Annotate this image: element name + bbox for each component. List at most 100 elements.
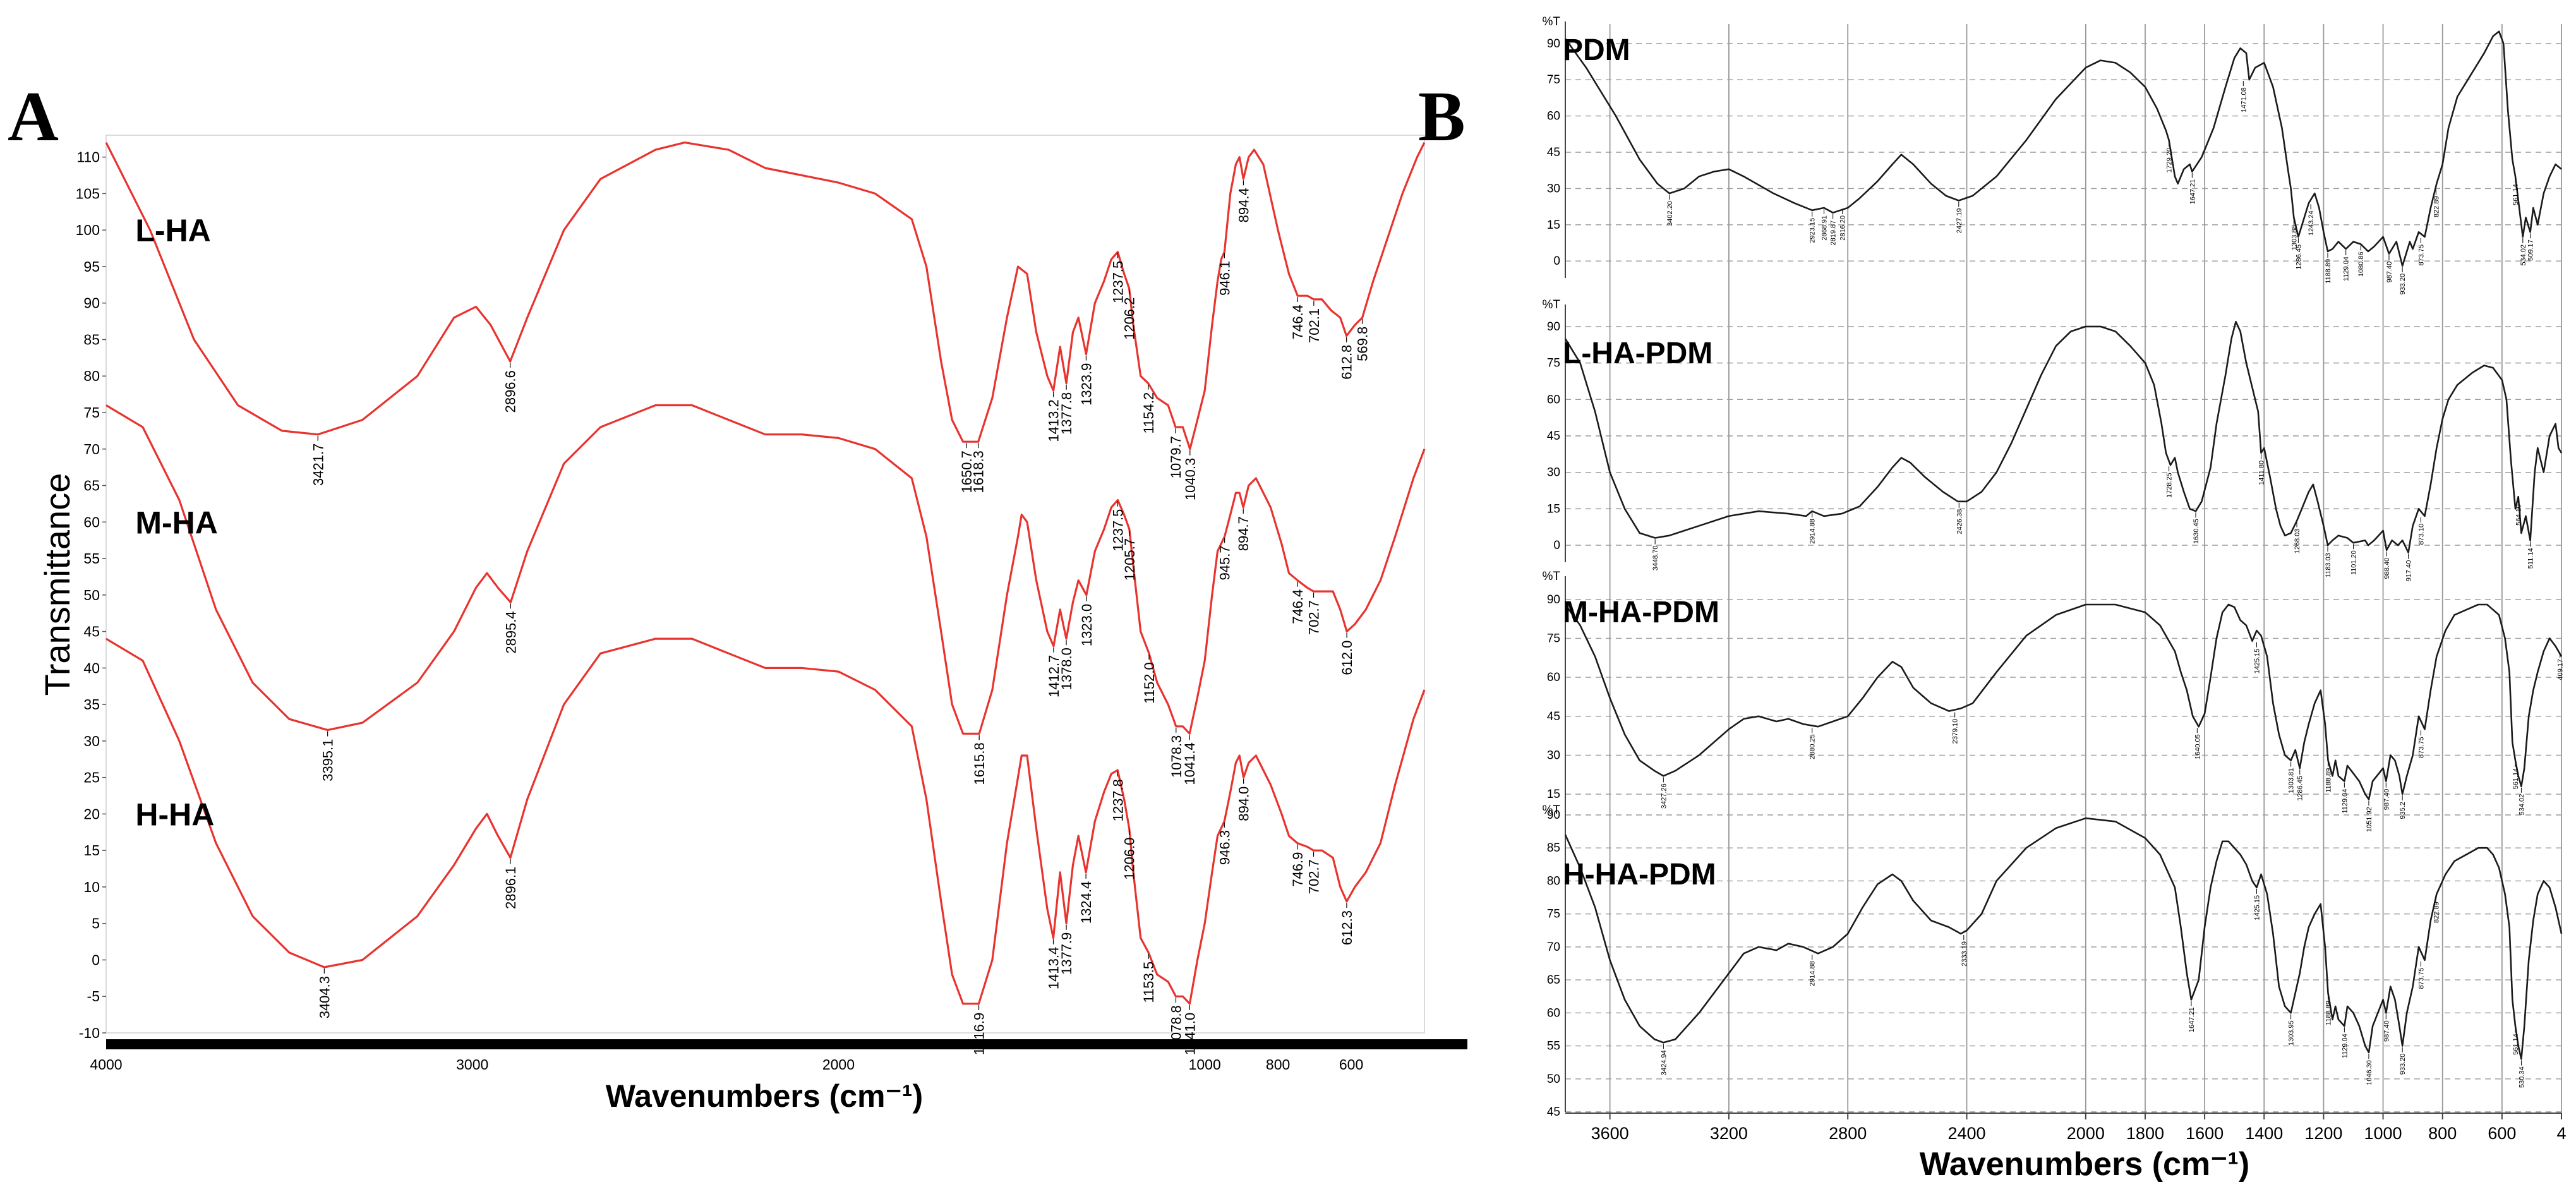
y-tick-label: 85 — [83, 331, 100, 347]
peak-label: 1323.0 — [1079, 604, 1095, 646]
y-tick-label: 90 — [1547, 593, 1560, 606]
y-tick-label: 45 — [1547, 146, 1560, 159]
y-tick-label: 25 — [83, 769, 100, 786]
spectrum-line-m-ha — [105, 404, 1426, 735]
y-tick-label: 65 — [83, 478, 100, 494]
peak-label: 2914.88 — [1809, 519, 1817, 544]
peak-label: 1729.20 — [2166, 148, 2174, 173]
y-unit-label: %T — [1543, 570, 1561, 583]
peak-label: 2816.20 — [1839, 215, 1847, 241]
peak-label: 873.75 — [2417, 968, 2425, 989]
peak-label: 1046.30 — [2366, 1060, 2373, 1085]
peak-label: 746.4 — [1290, 589, 1306, 624]
peak-label: 1378.0 — [1059, 648, 1074, 690]
y-tick-label: 75 — [1547, 357, 1560, 370]
y-tick-label: 30 — [1547, 749, 1560, 762]
peak-label: 3395.1 — [320, 739, 336, 781]
y-tick-label: 30 — [1547, 182, 1560, 195]
x-tick-label: 1400 — [2245, 1124, 2283, 1143]
y-tick-label: 65 — [1547, 974, 1560, 987]
series-label: M-HA — [135, 505, 218, 540]
y-tick-label: 75 — [1547, 73, 1560, 87]
peak-label: 822.89 — [2433, 196, 2440, 217]
peak-label: 1080.86 — [2357, 251, 2365, 277]
peak-label: 1411.80 — [2258, 461, 2266, 485]
peak-label: 1078.3 — [1169, 735, 1184, 778]
peak-label: 1413.4 — [1046, 947, 1062, 989]
y-tick-label: 60 — [1547, 393, 1560, 406]
plot-frame — [105, 135, 1425, 1034]
peak-label: 2880.25 — [1809, 734, 1817, 759]
peak-label: 1647.21 — [2189, 179, 2196, 205]
y-axis-title: Transmittance — [37, 473, 77, 696]
y-tick-label: 100 — [76, 222, 100, 238]
x-tick-label: 2400 — [1947, 1124, 1985, 1143]
y-tick-label: 55 — [1547, 1040, 1560, 1053]
peak-label: 1188.89 — [2325, 768, 2333, 793]
peak-label: 917.40 — [2405, 560, 2413, 582]
y-tick-label: 70 — [83, 441, 100, 457]
peak-label: 873.75 — [2417, 244, 2425, 266]
peak-label: 564.10 — [2515, 504, 2523, 526]
peak-label: 702.1 — [1306, 308, 1322, 343]
y-tick-label: 90 — [1547, 809, 1560, 822]
series-label: L-HA — [135, 213, 210, 248]
peak-label: 1650.7 — [959, 450, 975, 493]
peak-label: 1237.5 — [1110, 261, 1126, 303]
spectrum-line-l-ha-pdm — [1564, 320, 2563, 553]
peak-label: 894.0 — [1236, 787, 1252, 821]
peak-label: 3402.20 — [1666, 201, 1674, 226]
peak-label: 1051.92 — [2366, 807, 2373, 832]
peak-label: 946.1 — [1217, 261, 1232, 296]
x-tick-label: 1200 — [2304, 1124, 2342, 1143]
x-tick-label: 1600 — [2186, 1124, 2224, 1143]
y-tick-label: -5 — [87, 988, 100, 1004]
peak-label: 2427.19 — [1956, 208, 1963, 234]
y-tick-label: 95 — [83, 258, 100, 275]
peak-label: 1206.0 — [1122, 838, 1138, 880]
peak-label: 1188.89 — [2325, 259, 2332, 284]
peak-label: 3424.94 — [1660, 1050, 1668, 1075]
peak-label: 894.4 — [1236, 188, 1251, 222]
peak-label: 569.8 — [1355, 327, 1371, 361]
peak-label: 945.7 — [1217, 545, 1233, 580]
x-tick-label: 600 — [1339, 1056, 1363, 1073]
peak-label: 1647.21 — [2188, 1007, 2196, 1032]
y-tick-label: 90 — [1547, 320, 1560, 334]
peak-label: 822.89 — [2433, 902, 2440, 923]
y-tick-label: 80 — [1547, 874, 1560, 888]
peak-label: 1377.9 — [1059, 932, 1074, 975]
peak-label: 1041.0 — [1182, 1013, 1198, 1055]
peak-label: 1268.03 — [2294, 529, 2301, 554]
peak-label: 3421.7 — [310, 443, 326, 486]
peak-label: 1237.8 — [1110, 779, 1126, 821]
y-tick-label: 0 — [1553, 255, 1560, 268]
peak-label: 1286.45 — [2295, 244, 2302, 270]
y-tick-label: 75 — [1547, 908, 1560, 921]
x-tick-label: 800 — [2428, 1124, 2457, 1143]
peak-label: 1324.4 — [1078, 881, 1094, 924]
series-label: H-HA — [135, 797, 214, 832]
peak-label: 1188.89 — [2325, 1001, 2333, 1025]
peak-label: 1206.2 — [1122, 298, 1138, 340]
peak-label: 988.40 — [2383, 558, 2391, 579]
x-tick-label: 3600 — [1591, 1124, 1629, 1143]
y-tick-label: 85 — [1547, 841, 1560, 855]
peak-label: 2333.19 — [1961, 941, 1968, 967]
peak-label: 1129.04 — [2343, 256, 2350, 281]
x-tick-label: 2800 — [1829, 1124, 1867, 1143]
peak-label: 1152.0 — [1141, 662, 1157, 704]
panel-letter: A — [8, 78, 59, 156]
x-tick-label: 4000 — [90, 1056, 122, 1073]
x-axis-bar — [106, 1039, 1467, 1049]
y-tick-label: 105 — [76, 185, 100, 202]
series-label: H-HA-PDM — [1563, 858, 1716, 891]
peak-label: 1101.20 — [2350, 550, 2358, 575]
peak-label: 894.7 — [1236, 516, 1251, 551]
peak-label: 3448.70 — [1652, 546, 1659, 571]
y-tick-label: 45 — [1547, 430, 1560, 443]
y-tick-label: 0 — [92, 951, 100, 968]
peak-label: 1078.8 — [1169, 1005, 1184, 1047]
